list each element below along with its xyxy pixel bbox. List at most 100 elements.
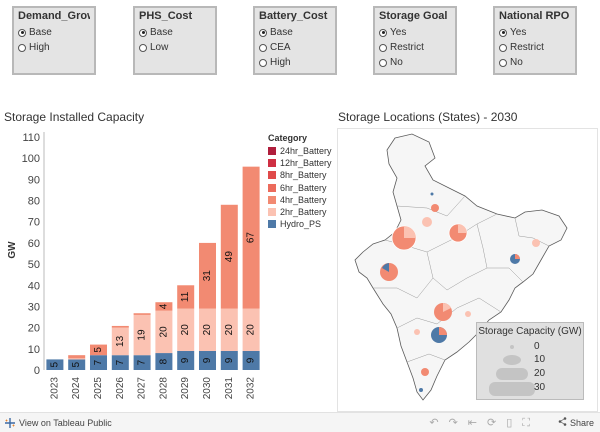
filter-storage-goal[interactable]: Storage Goal Yes Restrict No <box>373 6 457 75</box>
bar-segment[interactable] <box>133 355 151 370</box>
state-pie[interactable] <box>430 192 434 196</box>
state-pie[interactable] <box>532 239 540 247</box>
bar-segment[interactable] <box>46 359 64 370</box>
state-pie[interactable] <box>431 204 439 212</box>
bar-segment[interactable] <box>111 327 129 356</box>
radio-option[interactable]: Yes <box>499 25 571 40</box>
radio-icon[interactable] <box>259 43 267 52</box>
bar-segment[interactable] <box>220 308 238 351</box>
y-tick-label: 100 <box>22 153 40 165</box>
bar-segment[interactable] <box>111 355 129 370</box>
bar-segment[interactable] <box>133 313 151 315</box>
fullscreen-icon[interactable]: ⛶ <box>522 417 540 429</box>
data-label: 8 <box>158 358 169 364</box>
state-pie[interactable] <box>465 311 471 317</box>
bar-segment[interactable] <box>198 242 217 309</box>
radio-selected-icon[interactable] <box>379 28 387 37</box>
radio-icon[interactable] <box>379 58 387 67</box>
legend-swatch <box>268 159 276 168</box>
filter-demand-growth[interactable]: Demand_Grow... Base High <box>12 6 96 75</box>
state-pie[interactable] <box>419 388 423 392</box>
undo-icon[interactable]: ↶ <box>429 417 449 429</box>
bar-segment[interactable] <box>155 302 173 311</box>
pie-slice <box>458 224 467 233</box>
bar-segment[interactable] <box>68 358 86 360</box>
radio-icon[interactable] <box>259 58 267 67</box>
pie-slice <box>382 263 389 272</box>
data-label: 20 <box>202 324 213 336</box>
india-storage-map[interactable] <box>337 128 599 413</box>
filter-phs-cost[interactable]: PHS_Cost Base Low <box>133 6 217 75</box>
radio-option[interactable]: High <box>18 40 90 55</box>
radio-selected-icon[interactable] <box>499 28 507 37</box>
size-swatch <box>489 382 535 396</box>
legend-item[interactable]: 24hr_Battery <box>268 145 332 157</box>
bar-segment[interactable] <box>242 308 260 351</box>
refresh-icon[interactable]: ⟳ <box>487 417 507 429</box>
state-pie[interactable] <box>414 329 420 335</box>
legend-swatch <box>268 220 276 229</box>
radio-selected-icon[interactable] <box>139 28 147 37</box>
bar-segment[interactable] <box>111 325 129 328</box>
radio-option[interactable]: No <box>499 55 571 70</box>
radio-option[interactable]: Restrict <box>379 40 451 55</box>
radio-option[interactable]: Yes <box>379 25 451 40</box>
share-button[interactable]: Share <box>558 417 594 428</box>
radio-option[interactable]: Base <box>18 25 90 40</box>
storage-capacity-bar-chart[interactable]: GW 0102030405060708090100110520235202475… <box>0 120 265 412</box>
legend-item[interactable]: 12hr_Battery <box>268 157 332 169</box>
bar-segment[interactable] <box>220 350 238 370</box>
radio-selected-icon[interactable] <box>18 28 26 37</box>
pie-slice <box>443 303 451 312</box>
bar-segment[interactable] <box>220 204 238 309</box>
bar-segment[interactable] <box>68 355 86 359</box>
radio-option[interactable]: CEA <box>259 40 331 55</box>
radio-icon[interactable] <box>499 58 507 67</box>
bar-segment[interactable] <box>89 344 108 356</box>
state-pie[interactable] <box>422 217 432 227</box>
bar-segment[interactable] <box>242 166 260 309</box>
pause-icon[interactable]: ▯ <box>506 417 523 429</box>
bar-segment[interactable] <box>198 308 217 351</box>
india-outline <box>354 133 568 401</box>
legend-swatch <box>268 208 276 217</box>
radio-option[interactable]: No <box>379 55 451 70</box>
bar-segment[interactable] <box>68 359 86 370</box>
filter-battery-cost[interactable]: Battery_Cost Base CEA High <box>253 6 337 75</box>
bar-segment[interactable] <box>177 350 195 370</box>
data-label: 7 <box>93 359 104 365</box>
bar-segment[interactable] <box>177 308 195 351</box>
revert-icon[interactable]: ⇤ <box>467 417 488 429</box>
radio-option[interactable]: Base <box>259 25 331 40</box>
legend-item[interactable]: 6hr_Battery <box>268 182 332 194</box>
data-label: 5 <box>49 361 60 367</box>
state-pie[interactable] <box>421 368 429 376</box>
legend-item[interactable]: 2hr_Battery <box>268 206 332 218</box>
radio-option[interactable]: Restrict <box>499 40 571 55</box>
radio-icon[interactable] <box>139 43 147 52</box>
legend-item[interactable]: 8hr_Battery <box>268 169 332 181</box>
chart-title: Storage Installed Capacity <box>4 110 145 124</box>
legend-swatch <box>268 195 276 204</box>
bar-segment[interactable] <box>133 314 151 356</box>
bar-segment[interactable] <box>177 285 195 309</box>
radio-option[interactable]: Low <box>139 40 211 55</box>
bar-segment[interactable] <box>89 355 108 370</box>
radio-icon[interactable] <box>18 43 26 52</box>
pie-slice <box>404 226 416 238</box>
bar-segment[interactable] <box>198 350 217 370</box>
view-on-tableau-link[interactable]: View on Tableau Public <box>5 418 112 428</box>
radio-icon[interactable] <box>499 43 507 52</box>
redo-icon[interactable]: ↷ <box>448 417 468 429</box>
radio-option[interactable]: Base <box>139 25 211 40</box>
bar-segment[interactable] <box>155 310 173 354</box>
bar-segment[interactable] <box>155 353 173 370</box>
radio-icon[interactable] <box>379 43 387 52</box>
bar-segment[interactable] <box>242 350 260 370</box>
filter-national-rpo[interactable]: National RPO Yes Restrict No <box>493 6 577 75</box>
legend-item[interactable]: Hydro_PS <box>268 218 332 230</box>
legend-item[interactable]: 4hr_Battery <box>268 194 332 206</box>
radio-selected-icon[interactable] <box>259 28 267 37</box>
radio-option[interactable]: High <box>259 55 331 70</box>
filter-title: National RPO <box>499 10 570 22</box>
